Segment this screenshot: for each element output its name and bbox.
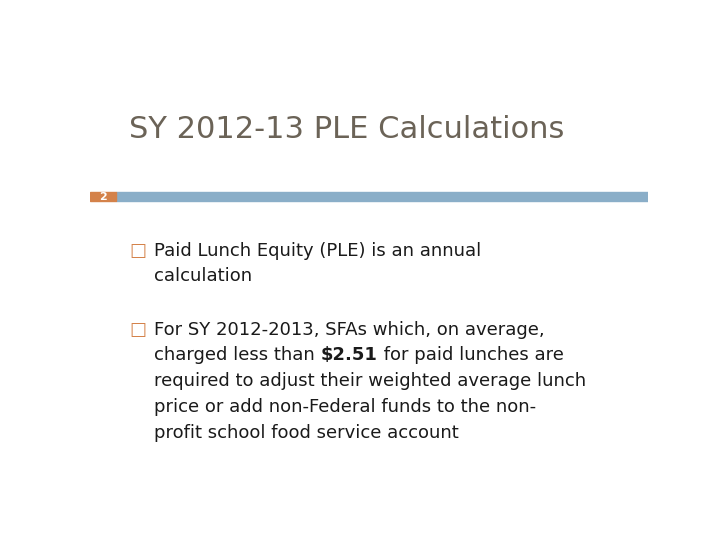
Text: profit school food service account: profit school food service account <box>154 424 459 442</box>
Text: charged less than: charged less than <box>154 346 320 364</box>
Text: price or add non-Federal funds to the non-: price or add non-Federal funds to the no… <box>154 398 536 416</box>
Text: calculation: calculation <box>154 267 252 285</box>
Text: □: □ <box>129 321 146 339</box>
Text: Paid Lunch Equity (PLE) is an annual: Paid Lunch Equity (PLE) is an annual <box>154 241 482 260</box>
Text: 2: 2 <box>99 192 107 201</box>
Text: required to adjust their weighted average lunch: required to adjust their weighted averag… <box>154 372 586 390</box>
Text: for paid lunches are: for paid lunches are <box>377 346 564 364</box>
Bar <box>90 192 116 201</box>
Text: $2.51: $2.51 <box>320 346 377 364</box>
Bar <box>116 192 648 201</box>
Text: □: □ <box>129 241 146 260</box>
Text: For SY 2012-2013, SFAs which, on average,: For SY 2012-2013, SFAs which, on average… <box>154 321 545 339</box>
Text: SY 2012-13 PLE Calculations: SY 2012-13 PLE Calculations <box>129 114 564 144</box>
